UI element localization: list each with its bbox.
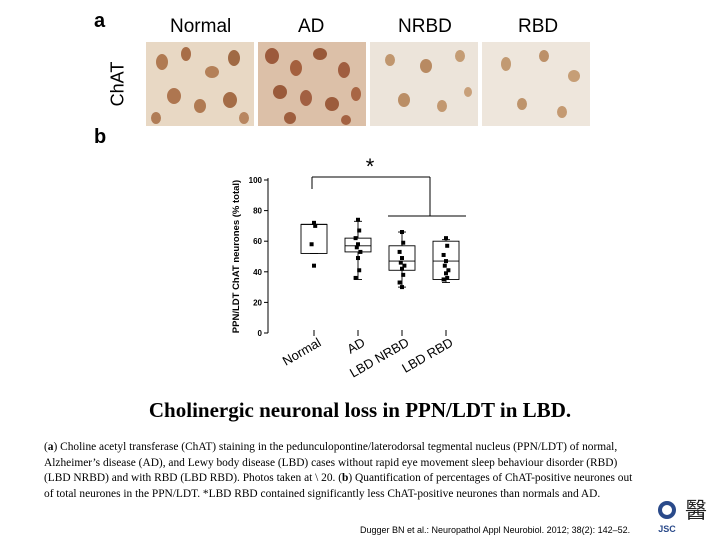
- data-point: [356, 217, 360, 222]
- data-point: [353, 236, 358, 241]
- y-tick-label: 60: [253, 237, 262, 246]
- data-point: [400, 266, 404, 271]
- data-point: [357, 268, 362, 273]
- citation: Dugger BN et al.: Neuropathol Appl Neuro…: [360, 525, 631, 535]
- data-point: [441, 252, 446, 257]
- panel-a-letter: a: [94, 10, 106, 32]
- x-category-label: AD: [344, 335, 367, 357]
- logo-glyph: 醫: [685, 499, 707, 524]
- data-point: [357, 228, 362, 233]
- column-label-nrbd: NRBD: [398, 16, 452, 37]
- data-point: [402, 263, 407, 268]
- data-point: [400, 256, 404, 261]
- data-point: [356, 242, 360, 247]
- column-label-normal: Normal: [170, 16, 232, 37]
- column-label-ad: AD: [298, 16, 325, 37]
- significance-marker: *: [366, 154, 375, 179]
- data-point: [400, 230, 404, 235]
- figure-caption: (a) Choline acetyl transferase (ChAT) st…: [44, 440, 644, 502]
- box: [344, 237, 372, 253]
- micrograph-nrbd-image: [370, 42, 478, 126]
- micrograph-normal-image: [146, 42, 254, 126]
- data-point: [445, 243, 450, 248]
- data-point: [312, 220, 316, 225]
- x-category-label: Normal: [280, 335, 324, 369]
- panel-b-letter: b: [94, 126, 107, 148]
- caption-part: ) Quantification of percentages of ChAT-…: [44, 472, 633, 500]
- data-point: [312, 263, 316, 268]
- y-tick-label: 0: [258, 329, 263, 338]
- figure-title: Cholinergic neuronal loss in PPN/LDT in …: [148, 398, 572, 422]
- column-label-rbd: RBD: [518, 16, 559, 37]
- jsc-logo: 醫 JSC: [658, 499, 707, 534]
- data-point: [309, 242, 314, 247]
- data-point: [444, 236, 448, 241]
- caption-part: (: [44, 441, 48, 453]
- data-point: [353, 275, 358, 280]
- micrograph-ad: [258, 42, 366, 126]
- data-point: [401, 272, 406, 277]
- micrograph-rbd-image: [482, 42, 590, 126]
- y-axis-label: PPN/LDT ChAT neurones (% total): [231, 180, 242, 333]
- data-point: [313, 223, 318, 228]
- data-point: [401, 240, 406, 245]
- y-tick-label: 80: [253, 207, 262, 216]
- data-point: [444, 271, 448, 276]
- logo-text: JSC: [658, 524, 676, 534]
- box-plot-chart: 0 20 40 60 80 100 PPN/LDT ChAT neurones (% tot…: [231, 154, 466, 380]
- data-point: [358, 249, 363, 254]
- data-point: [442, 263, 447, 268]
- micrograph-rbd: [482, 42, 590, 126]
- stain-label: ChAT: [107, 61, 128, 107]
- x-category-label: LBD RBD: [399, 335, 455, 376]
- micrograph-nrbd: [370, 42, 478, 126]
- y-tick-label: 40: [253, 268, 262, 277]
- data-point: [400, 285, 404, 290]
- data-point: [356, 256, 360, 261]
- data-point: [354, 245, 359, 250]
- y-tick-label: 100: [249, 176, 263, 185]
- caption-panel-a-ref: a: [47, 441, 54, 453]
- data-point: [397, 249, 402, 254]
- data-point: [444, 259, 448, 264]
- micrograph-ad-image: [258, 42, 366, 126]
- data-point: [397, 280, 402, 285]
- data-point: [441, 277, 446, 282]
- y-tick-label: 20: [253, 298, 262, 307]
- data-point: [398, 260, 403, 265]
- data-point: [446, 268, 451, 273]
- caption-part: ) Choline acetyl transferase (ChAT) stai…: [44, 441, 618, 485]
- caption-panel-b-ref: b: [342, 472, 349, 485]
- micrograph-normal: [146, 42, 254, 126]
- data-point: [445, 275, 450, 280]
- box: [300, 223, 328, 254]
